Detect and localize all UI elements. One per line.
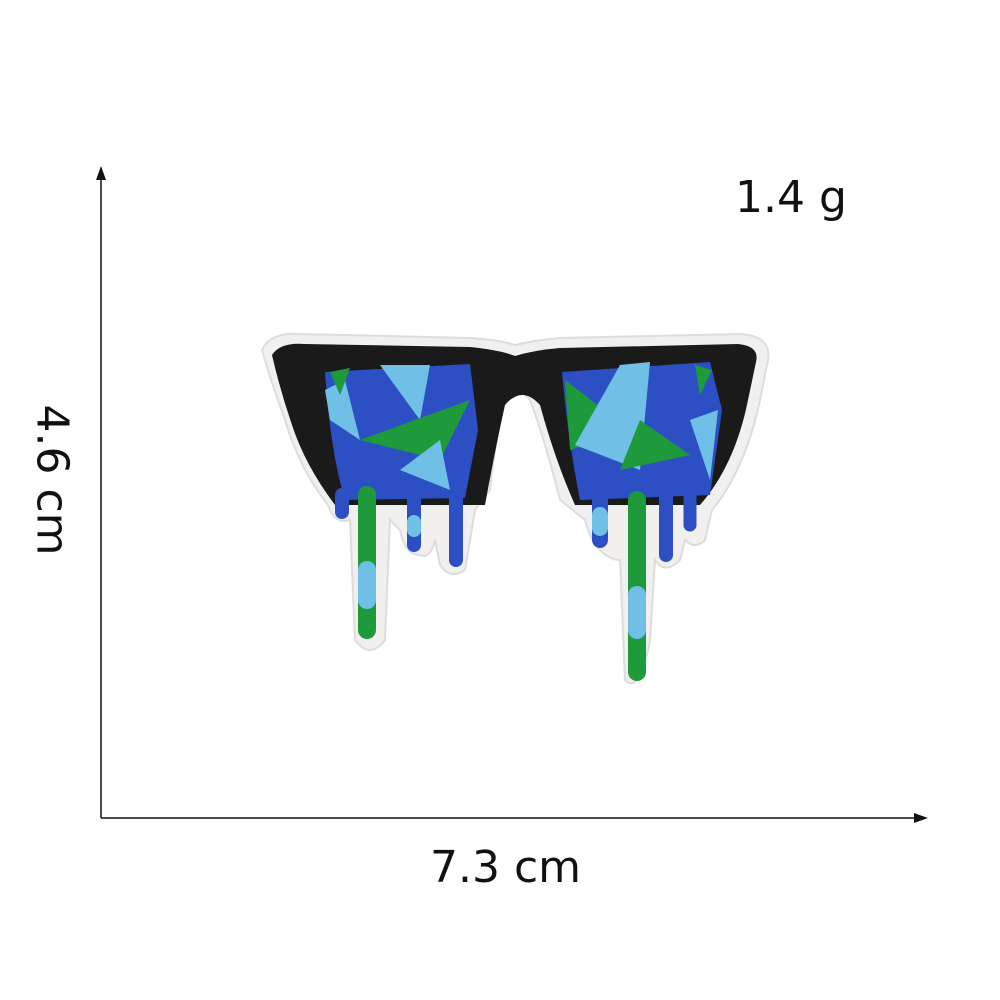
weight-label: 1.4 g [735,172,847,223]
arrow-up-icon [96,166,106,180]
width-label: 7.3 cm [430,842,582,893]
right-lens [562,362,722,500]
left-lens [325,364,478,500]
height-label: 4.6 cm [26,404,78,556]
arrow-right-icon [914,813,928,823]
drips [335,486,697,681]
